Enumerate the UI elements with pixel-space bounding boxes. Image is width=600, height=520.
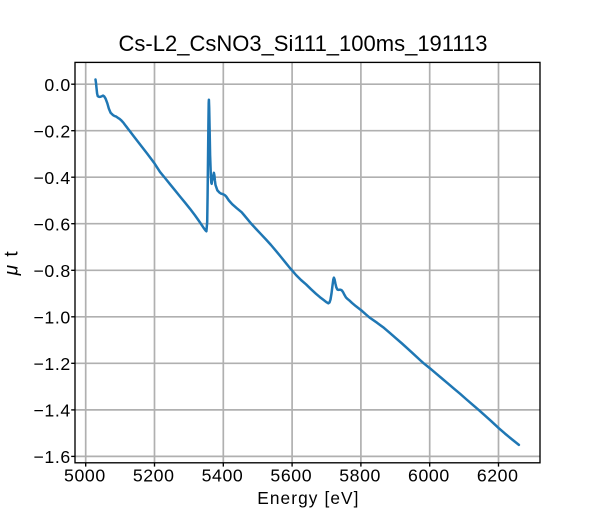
svg-text:5000: 5000 xyxy=(64,466,106,486)
svg-text:Energy [eV]: Energy [eV] xyxy=(257,488,359,508)
svg-text:−1.6: −1.6 xyxy=(33,447,70,467)
svg-text:Cs-L2_CsNO3_Si111_100ms_191113: Cs-L2_CsNO3_Si111_100ms_191113 xyxy=(119,31,488,56)
svg-text:μ t: μ t xyxy=(2,250,23,276)
svg-text:5600: 5600 xyxy=(270,466,312,486)
svg-text:−1.4: −1.4 xyxy=(33,401,70,421)
svg-text:5800: 5800 xyxy=(339,466,381,486)
svg-text:−0.2: −0.2 xyxy=(33,121,70,141)
svg-text:0.0: 0.0 xyxy=(44,75,70,95)
svg-text:6200: 6200 xyxy=(477,466,519,486)
svg-text:6000: 6000 xyxy=(408,466,450,486)
svg-text:−1.2: −1.2 xyxy=(33,354,70,374)
svg-text:−0.4: −0.4 xyxy=(33,168,70,188)
svg-text:−1.0: −1.0 xyxy=(33,307,70,327)
svg-text:−0.8: −0.8 xyxy=(33,261,70,281)
svg-text:5200: 5200 xyxy=(133,466,175,486)
svg-text:5400: 5400 xyxy=(202,466,244,486)
svg-text:−0.6: −0.6 xyxy=(33,214,70,234)
